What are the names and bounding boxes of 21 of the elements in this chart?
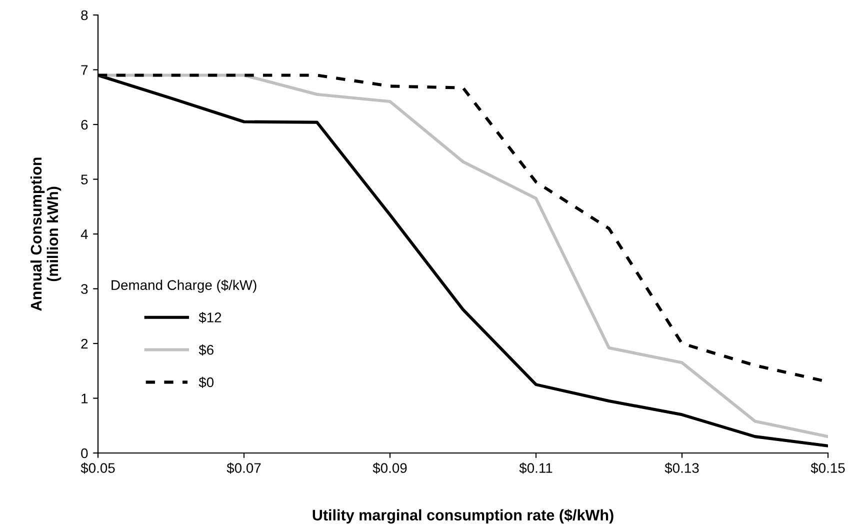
y-axis-title: Annual Consumption (million kWh) [30, 158, 62, 311]
x-tick-label: $0.09 [372, 462, 407, 474]
x-tick-label: $0.11 [519, 462, 552, 474]
y-tick-label: 0 [81, 448, 88, 458]
x-axis-title: Utility marginal consumption rate ($/kWh) [312, 509, 614, 524]
x-tick-label: $0.07 [226, 462, 261, 474]
y-tick-label: 6 [81, 120, 88, 130]
y-tick-label: 2 [81, 338, 88, 349]
y-tick-label: 1 [82, 394, 88, 404]
x-tick-label: $0.05 [80, 462, 115, 474]
y-tick-label: 8 [81, 10, 88, 20]
legend-label: $6 [198, 344, 214, 356]
legend-label: $0 [198, 376, 214, 388]
y-tick-label: 5 [81, 174, 88, 184]
y-tick-label: 3 [81, 284, 88, 294]
x-tick-label: $0.15 [810, 462, 845, 474]
legend-label: $12 [198, 312, 222, 324]
legend-title: Demand Charge ($/kW) [112, 280, 256, 293]
y-tick-label: 7 [81, 65, 88, 75]
x-tick-label: $0.13 [664, 462, 699, 474]
y-tick-label: 4 [80, 229, 88, 240]
